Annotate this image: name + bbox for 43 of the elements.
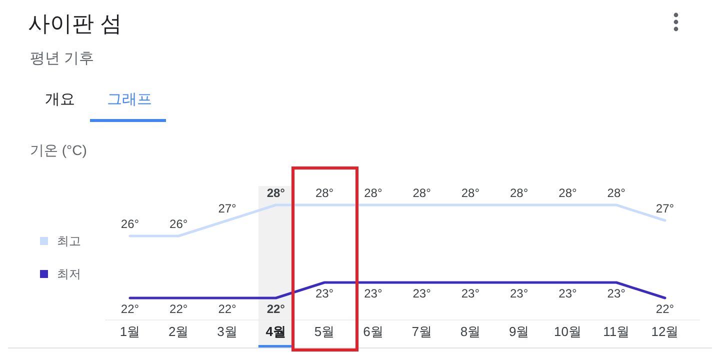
data-label: 28° <box>461 186 480 200</box>
data-label: 23° <box>461 286 480 300</box>
legend-label: 최저 <box>57 267 81 281</box>
data-label: 28° <box>315 186 334 200</box>
x-tick-label: 1월 <box>120 324 140 339</box>
data-label: 26° <box>120 217 140 231</box>
data-label: 23° <box>412 286 432 300</box>
x-tick-label: 12월 <box>651 324 679 339</box>
data-label: 23° <box>558 286 577 300</box>
data-label: 28° <box>412 186 432 200</box>
text: 그래프 <box>107 91 152 108</box>
x-tick-label: 6월 <box>363 324 384 339</box>
chart-subtitle: 평년 기후 <box>30 50 94 67</box>
text: 개요 <box>45 91 75 108</box>
x-tick-label: 10월 <box>554 324 582 339</box>
data-label: 23° <box>364 286 382 300</box>
data-label: 22° <box>218 302 237 316</box>
legend-label: 최고 <box>57 234 81 248</box>
data-label: 23° <box>315 286 334 300</box>
x-tick-label: 5월 <box>314 324 335 339</box>
data-label: 22° <box>656 302 674 316</box>
data-label: 22° <box>170 302 188 316</box>
x-tick-label: 8월 <box>460 324 481 339</box>
chart-title: 사이판 섬 <box>28 11 122 36</box>
data-label: 23° <box>607 286 626 300</box>
data-label: 22° <box>120 302 140 316</box>
y-axis-title: 기온 (°C) <box>30 142 87 158</box>
data-label: 23° <box>510 286 528 300</box>
data-label: 27° <box>218 202 237 216</box>
data-label: 28° <box>364 186 382 200</box>
data-label: 28° <box>266 186 286 200</box>
data-label: 28° <box>510 186 528 200</box>
x-tick-label: 9월 <box>508 324 530 339</box>
data-label: 28° <box>558 186 577 200</box>
x-tick-label: 3월 <box>217 324 238 339</box>
data-label: 22° <box>266 302 286 316</box>
x-tick-label: 7월 <box>412 324 432 339</box>
x-tick-label: 4월 <box>266 324 286 339</box>
data-label: 27° <box>656 202 674 216</box>
x-tick-label: 2월 <box>168 324 189 339</box>
x-tick-label: 11월 <box>603 324 630 339</box>
data-label: 28° <box>607 186 626 200</box>
data-label: 26° <box>170 217 188 231</box>
